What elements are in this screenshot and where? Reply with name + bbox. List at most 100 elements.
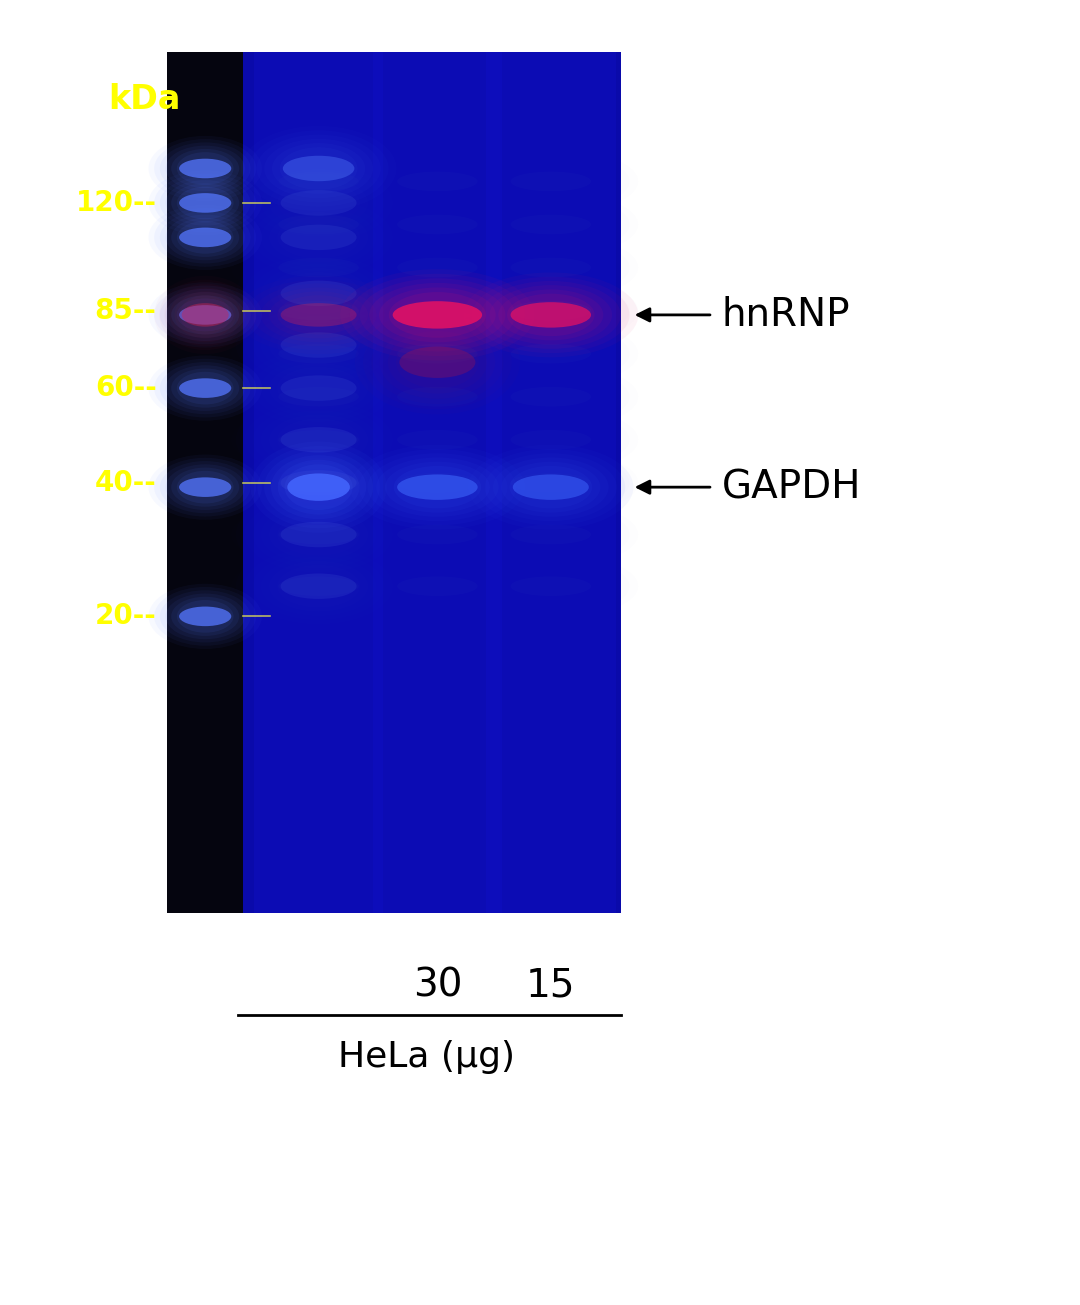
- Ellipse shape: [251, 441, 387, 532]
- Ellipse shape: [281, 333, 356, 358]
- Ellipse shape: [160, 590, 251, 642]
- Ellipse shape: [281, 303, 356, 326]
- Ellipse shape: [179, 193, 231, 213]
- Ellipse shape: [279, 300, 359, 320]
- Ellipse shape: [376, 458, 499, 517]
- Ellipse shape: [160, 461, 251, 513]
- Ellipse shape: [511, 525, 591, 544]
- Text: GAPDH: GAPDH: [721, 468, 861, 506]
- Ellipse shape: [257, 446, 380, 529]
- Ellipse shape: [397, 215, 477, 234]
- Ellipse shape: [278, 459, 360, 514]
- Ellipse shape: [281, 191, 356, 215]
- Ellipse shape: [171, 218, 240, 257]
- Ellipse shape: [511, 303, 591, 328]
- Text: 20--: 20--: [95, 603, 157, 630]
- Ellipse shape: [177, 221, 233, 253]
- Ellipse shape: [285, 465, 352, 510]
- Ellipse shape: [177, 299, 233, 331]
- Text: 15: 15: [526, 966, 576, 1005]
- Ellipse shape: [279, 525, 359, 544]
- Ellipse shape: [350, 274, 525, 356]
- Ellipse shape: [281, 427, 356, 453]
- Ellipse shape: [179, 305, 231, 325]
- Ellipse shape: [489, 286, 612, 345]
- Ellipse shape: [281, 573, 356, 599]
- Ellipse shape: [179, 378, 231, 398]
- Ellipse shape: [160, 177, 251, 228]
- Ellipse shape: [171, 295, 240, 334]
- Ellipse shape: [400, 347, 475, 378]
- Ellipse shape: [279, 258, 359, 278]
- Ellipse shape: [511, 300, 591, 320]
- Ellipse shape: [511, 343, 591, 363]
- Text: 60--: 60--: [95, 375, 157, 402]
- Ellipse shape: [360, 278, 515, 351]
- Ellipse shape: [397, 472, 477, 492]
- Text: HeLa (μg): HeLa (μg): [338, 1040, 515, 1074]
- Bar: [254, 52, 383, 913]
- Ellipse shape: [171, 467, 240, 506]
- Ellipse shape: [279, 429, 359, 449]
- Ellipse shape: [271, 455, 366, 519]
- Ellipse shape: [472, 277, 630, 354]
- Text: 120--: 120--: [76, 189, 157, 217]
- Ellipse shape: [281, 522, 356, 547]
- Ellipse shape: [397, 172, 477, 191]
- Ellipse shape: [397, 429, 477, 449]
- Ellipse shape: [279, 172, 359, 191]
- Ellipse shape: [511, 429, 591, 449]
- Ellipse shape: [394, 466, 482, 509]
- Ellipse shape: [501, 462, 600, 513]
- Ellipse shape: [165, 292, 245, 338]
- Ellipse shape: [281, 224, 356, 251]
- Ellipse shape: [511, 577, 591, 596]
- Text: 40--: 40--: [95, 468, 157, 497]
- Ellipse shape: [165, 214, 245, 260]
- Ellipse shape: [283, 155, 354, 181]
- Ellipse shape: [281, 376, 356, 401]
- Ellipse shape: [492, 458, 609, 517]
- Bar: [243, 52, 621, 913]
- Ellipse shape: [397, 343, 477, 363]
- Ellipse shape: [280, 147, 357, 189]
- Ellipse shape: [397, 475, 477, 500]
- Text: 85--: 85--: [95, 296, 157, 325]
- Ellipse shape: [165, 365, 245, 411]
- Ellipse shape: [511, 215, 591, 234]
- Ellipse shape: [279, 343, 359, 363]
- Ellipse shape: [369, 283, 505, 347]
- Ellipse shape: [171, 596, 240, 636]
- Ellipse shape: [511, 172, 591, 191]
- Ellipse shape: [177, 471, 233, 504]
- Ellipse shape: [160, 288, 251, 341]
- Ellipse shape: [179, 295, 231, 334]
- Ellipse shape: [179, 227, 231, 247]
- Text: 30: 30: [413, 966, 462, 1005]
- Ellipse shape: [485, 453, 617, 521]
- Text: kDa: kDa: [108, 84, 180, 116]
- Ellipse shape: [279, 577, 359, 596]
- Ellipse shape: [165, 180, 245, 226]
- Ellipse shape: [379, 287, 496, 342]
- Text: hnRNP: hnRNP: [721, 296, 850, 334]
- Ellipse shape: [177, 187, 233, 219]
- Ellipse shape: [160, 142, 251, 194]
- Ellipse shape: [179, 159, 231, 179]
- Ellipse shape: [272, 144, 365, 194]
- Ellipse shape: [171, 183, 240, 222]
- Ellipse shape: [397, 525, 477, 544]
- Ellipse shape: [397, 577, 477, 596]
- Ellipse shape: [287, 474, 350, 501]
- Ellipse shape: [177, 153, 233, 185]
- Ellipse shape: [279, 215, 359, 234]
- Ellipse shape: [179, 478, 231, 497]
- Ellipse shape: [340, 269, 535, 360]
- Ellipse shape: [511, 258, 591, 278]
- Ellipse shape: [508, 294, 594, 337]
- Ellipse shape: [498, 290, 604, 341]
- Ellipse shape: [281, 281, 356, 307]
- Bar: [167, 52, 243, 913]
- Ellipse shape: [165, 594, 245, 639]
- Ellipse shape: [281, 470, 356, 496]
